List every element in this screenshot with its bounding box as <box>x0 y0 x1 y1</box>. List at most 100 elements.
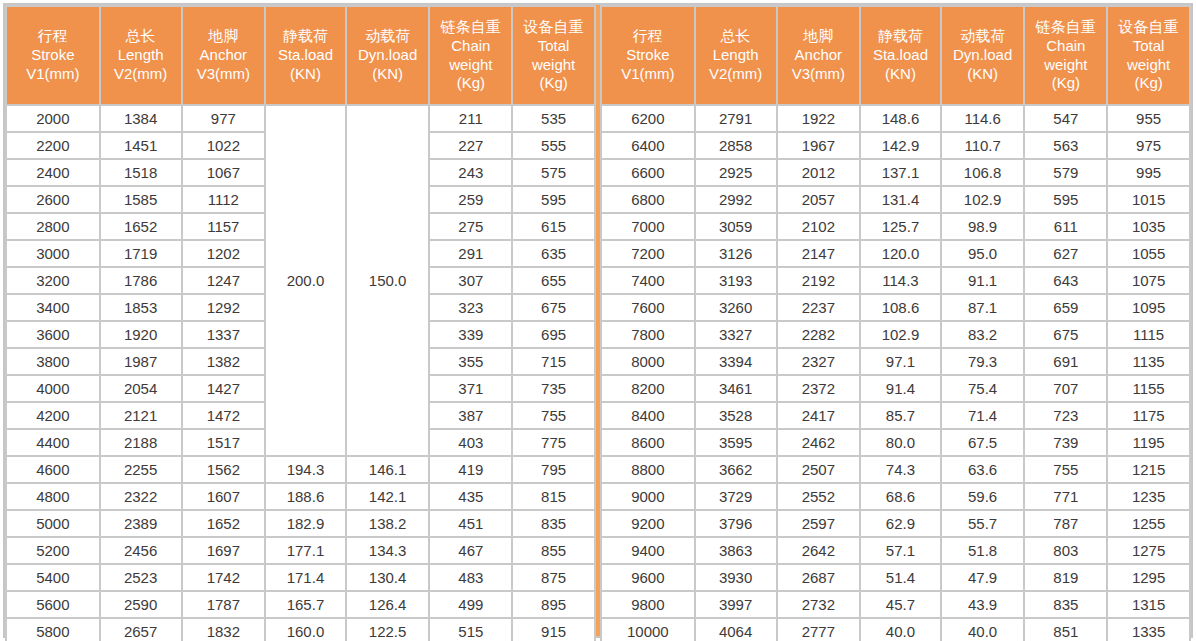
table-cell: 627 <box>1024 240 1107 267</box>
table-cell: 2192 <box>777 267 861 294</box>
column-header: 地脚AnchorV3(mm) <box>777 6 861 105</box>
table-cell: 134.3 <box>346 537 430 564</box>
table-cell: 1295 <box>1107 564 1190 591</box>
table-row: 620027911922148.6114.6547955 <box>601 105 1190 132</box>
table-cell: 659 <box>1024 294 1107 321</box>
table-cell: 1055 <box>1107 240 1190 267</box>
table-cell: 1275 <box>1107 537 1190 564</box>
table-cell: 2687 <box>777 564 861 591</box>
table-row: 480023221607188.6142.1435815 <box>6 483 595 510</box>
header-line: 静载荷 <box>266 27 345 46</box>
table-cell: 1157 <box>182 213 266 240</box>
table-cell: 2417 <box>777 402 861 429</box>
table-cell: 1202 <box>182 240 266 267</box>
table-cell: 1585 <box>100 186 182 213</box>
table-cell: 2147 <box>777 240 861 267</box>
table-cell: 1255 <box>1107 510 1190 537</box>
table-cell: 1315 <box>1107 591 1190 618</box>
table-cell: 126.4 <box>346 591 430 618</box>
header-line: weight <box>430 56 511 75</box>
header-line: weight <box>1025 56 1106 75</box>
table-row: 84003528241785.771.47231175 <box>601 402 1190 429</box>
table-cell: 137.1 <box>860 159 941 186</box>
table-cell: 182.9 <box>265 510 346 537</box>
header-row: 行程StrokeV1(mm)总长LengthV2(mm)地脚AnchorV3(m… <box>601 6 1190 105</box>
column-header: 静载荷Sta.load(KN) <box>860 6 941 105</box>
table-cell: 68.6 <box>860 483 941 510</box>
table-cell: 2200 <box>6 132 100 159</box>
table-cell: 1607 <box>182 483 266 510</box>
header-line: 设备自重 <box>513 18 594 37</box>
column-header: 静载荷Sta.load(KN) <box>265 6 346 105</box>
table-row: 700030592102125.798.96111035 <box>601 213 1190 240</box>
table-cell: 707 <box>1024 375 1107 402</box>
table-cell: 611 <box>1024 213 1107 240</box>
table-cell: 63.6 <box>941 456 1025 483</box>
table-cell: 6200 <box>601 105 695 132</box>
table-row: 86003595246280.067.57391195 <box>601 429 1190 456</box>
table-cell: 1235 <box>1107 483 1190 510</box>
header-line: weight <box>513 56 594 75</box>
table-cell: 4600 <box>6 456 100 483</box>
table-cell: 355 <box>429 348 512 375</box>
table-cell: 735 <box>512 375 595 402</box>
table-cell: 715 <box>512 348 595 375</box>
table-cell: 1652 <box>100 213 182 240</box>
table-cell: 995 <box>1107 159 1190 186</box>
table-cell: 975 <box>1107 132 1190 159</box>
table-cell: 615 <box>512 213 595 240</box>
table-cell: 177.1 <box>265 537 346 564</box>
table-cell: 5400 <box>6 564 100 591</box>
table-cell: 739 <box>1024 429 1107 456</box>
table-cell: 655 <box>512 267 595 294</box>
header-line: (KN) <box>861 65 940 84</box>
table-cell: 555 <box>512 132 595 159</box>
table-cell: 2657 <box>100 618 182 641</box>
table-cell: 7400 <box>601 267 695 294</box>
table-row: 20001384977200.0150.0211535 <box>6 105 595 132</box>
table-cell: 371 <box>429 375 512 402</box>
table-cell: 1472 <box>182 402 266 429</box>
table-cell: 403 <box>429 429 512 456</box>
table-cell: 2552 <box>777 483 861 510</box>
table-cell: 5600 <box>6 591 100 618</box>
header-line: 地脚 <box>183 27 265 46</box>
table-row: 96003930268751.447.98191295 <box>601 564 1190 591</box>
table-cell: 2057 <box>777 186 861 213</box>
table-cell: 259 <box>429 186 512 213</box>
table-cell: 1155 <box>1107 375 1190 402</box>
table-cell: 851 <box>1024 618 1107 641</box>
table-cell: 547 <box>1024 105 1107 132</box>
table-cell: 130.4 <box>346 564 430 591</box>
table-cell: 8800 <box>601 456 695 483</box>
table-cell: 451 <box>429 510 512 537</box>
table-cell: 125.7 <box>860 213 941 240</box>
table-row: 540025231742171.4130.4483875 <box>6 564 595 591</box>
table-cell: 75.4 <box>941 375 1025 402</box>
table-cell: 71.4 <box>941 402 1025 429</box>
table-row: 520024561697177.1134.3467855 <box>6 537 595 564</box>
header-line: (KN) <box>942 65 1024 84</box>
table-row: 560025901787165.7126.4499895 <box>6 591 595 618</box>
spec-table-left: 行程StrokeV1(mm)总长LengthV2(mm)地脚AnchorV3(m… <box>5 5 596 641</box>
table-cell: 819 <box>1024 564 1107 591</box>
table-cell: 1215 <box>1107 456 1190 483</box>
header-line: (Kg) <box>1025 74 1106 93</box>
table-cell: 2507 <box>777 456 861 483</box>
table-cell: 150.0 <box>346 105 430 456</box>
table-cell: 2590 <box>100 591 182 618</box>
table-cell: 3600 <box>6 321 100 348</box>
table-cell: 9200 <box>601 510 695 537</box>
table-cell: 2600 <box>6 186 100 213</box>
table-cell: 3595 <box>695 429 777 456</box>
table-cell: 1015 <box>1107 186 1190 213</box>
table-cell: 2012 <box>777 159 861 186</box>
spec-table-left-half: 行程StrokeV1(mm)总长LengthV2(mm)地脚AnchorV3(m… <box>5 5 596 636</box>
header-line: 行程 <box>7 27 99 46</box>
table-cell: 535 <box>512 105 595 132</box>
table-cell: 2791 <box>695 105 777 132</box>
header-line: Anchor <box>183 46 265 65</box>
table-cell: 3059 <box>695 213 777 240</box>
table-cell: 1562 <box>182 456 266 483</box>
table-cell: 4000 <box>6 375 100 402</box>
